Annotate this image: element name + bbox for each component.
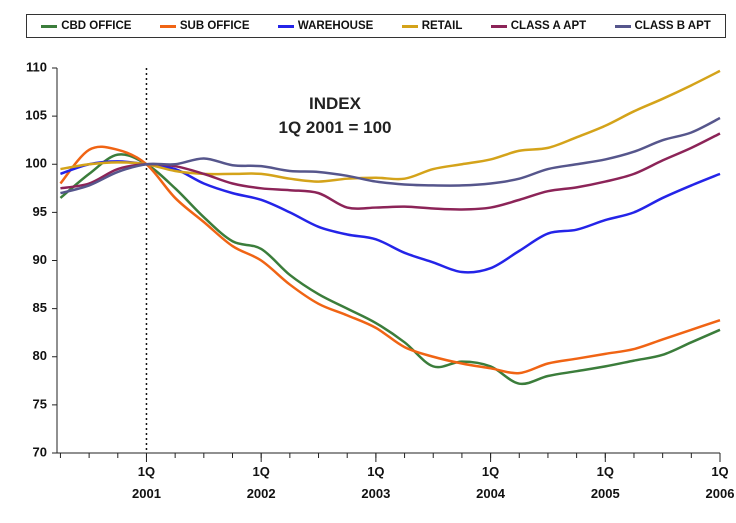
series-line <box>59 145 721 375</box>
series-line <box>59 153 721 386</box>
y-tick-label: 80 <box>33 348 47 363</box>
y-tick-label: 75 <box>33 396 47 411</box>
legend-item: WAREHOUSE <box>277 20 374 32</box>
legend-item: CLASS A APT <box>490 20 587 32</box>
y-tick-label: 105 <box>25 108 47 123</box>
x-tick-label: 1Q 2005 <box>590 464 620 501</box>
x-tick-label: 1Q 2001 <box>132 464 161 501</box>
legend-item: CLASS B APT <box>614 20 711 32</box>
legend-label: WAREHOUSE <box>297 20 374 32</box>
legend-label: SUB OFFICE <box>179 20 250 32</box>
x-tick-label: 1Q 2006 <box>705 464 735 501</box>
legend-label: CBD OFFICE <box>61 20 132 32</box>
legend-swatch <box>614 24 631 28</box>
series-line <box>60 116 721 195</box>
y-tick-label: 95 <box>33 204 47 219</box>
legend-item: RETAIL <box>401 20 463 32</box>
legend-label: CLASS A APT <box>510 20 587 32</box>
y-tick-label: 90 <box>33 252 47 267</box>
legend-item: CBD OFFICE <box>41 20 131 32</box>
legend: CBD OFFICE SUB OFFICE WAREHOUSE RETAIL CLASS… <box>26 14 726 38</box>
legend-label: CLASS B APT <box>634 20 711 32</box>
y-tick-label: 70 <box>33 444 47 459</box>
y-tick-label: 85 <box>33 300 47 315</box>
series-line <box>60 69 721 183</box>
legend-swatch <box>41 24 58 28</box>
x-tick-label: 1Q 2004 <box>476 464 506 501</box>
legend-item: SUB OFFICE <box>159 20 250 32</box>
series-line <box>60 132 721 211</box>
annotation: INDEX 1Q 2001 = 100 <box>278 94 392 137</box>
series-line <box>60 160 721 274</box>
legend-swatch <box>490 24 507 28</box>
legend-swatch <box>159 24 176 28</box>
x-tick-label: 1Q 2003 <box>361 464 391 501</box>
legend-label: RETAIL <box>421 20 463 32</box>
x-tick-label: 1Q 2002 <box>246 464 276 501</box>
legend-swatch <box>401 24 418 28</box>
y-tick-label: 110 <box>26 59 47 74</box>
y-tick-label: 100 <box>25 156 47 171</box>
legend-swatch <box>277 24 294 28</box>
